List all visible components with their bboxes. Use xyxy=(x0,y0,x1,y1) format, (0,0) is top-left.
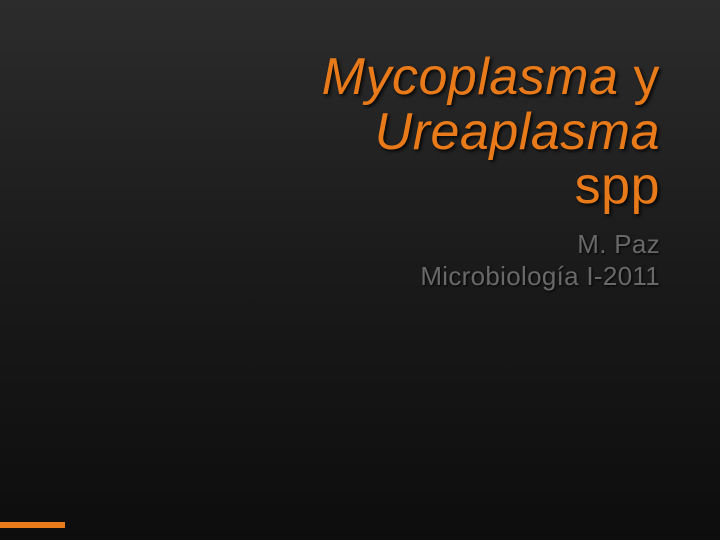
title-line-2: spp xyxy=(100,159,660,214)
accent-bar xyxy=(0,522,65,528)
title-genus-1: Mycoplasma xyxy=(322,48,619,106)
title-block: Mycoplasma y Ureaplasma spp xyxy=(100,50,660,214)
course-line: Microbiología I-2011 xyxy=(100,260,660,293)
slide-container: Mycoplasma y Ureaplasma spp M. Paz Micro… xyxy=(0,0,720,540)
author-line: M. Paz xyxy=(100,228,660,261)
title-genus-2: Ureaplasma xyxy=(375,103,660,161)
title-conjunction: y xyxy=(619,48,660,106)
title-line-1: Mycoplasma y Ureaplasma xyxy=(100,50,660,159)
subtitle-block: M. Paz Microbiología I-2011 xyxy=(100,228,660,293)
